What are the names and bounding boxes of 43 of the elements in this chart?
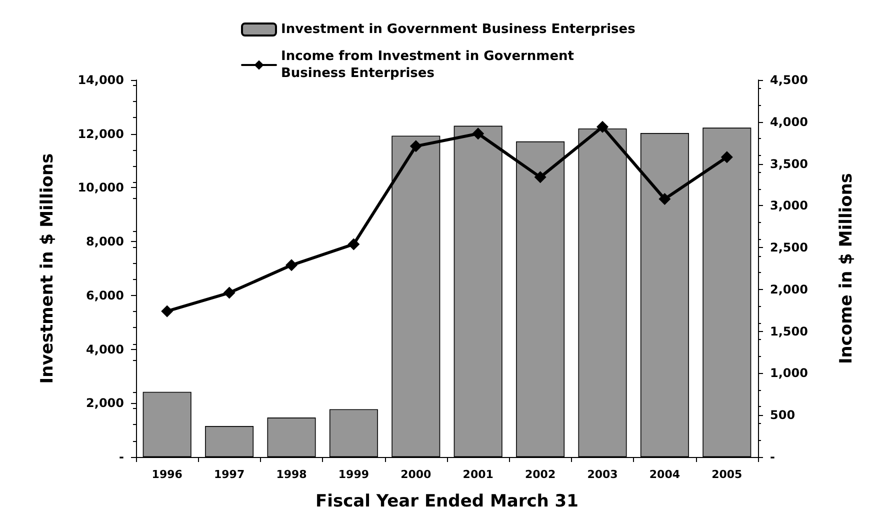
- y2-tick-label: 1,000: [770, 366, 808, 380]
- x-tick-label: 2005: [712, 468, 742, 481]
- y2-tick-label: 3,000: [770, 198, 808, 213]
- x-axis-title: Fiscal Year Ended March 31: [316, 492, 578, 512]
- y-tick-label: 10,000: [78, 180, 124, 195]
- x-tick-label: 2002: [524, 468, 556, 481]
- y2-tick-label: 2,500: [770, 240, 808, 255]
- point: [534, 171, 546, 184]
- y-tick-label: 6,000: [86, 288, 124, 302]
- point: [161, 305, 174, 318]
- y-tick-label: 4,000: [86, 342, 124, 356]
- x-tick-label: 2004: [649, 468, 680, 481]
- x-tick-label: 1998: [276, 468, 307, 481]
- y2-tick-label: 3,500: [770, 156, 808, 171]
- x-tick-label: 1996: [152, 468, 183, 481]
- y2-tick-label: 500: [770, 408, 796, 422]
- y2-axis-title: Income in $ Millions: [836, 172, 856, 364]
- y2-tick-label: 2,000: [770, 282, 808, 296]
- y2-tick-label: 4,500: [770, 73, 808, 87]
- point: [410, 140, 422, 152]
- y-tick-label: -: [119, 450, 124, 464]
- point: [720, 151, 733, 164]
- point: [348, 238, 360, 250]
- y2-tick-label: -: [770, 450, 775, 464]
- point: [658, 192, 671, 205]
- legend-label: Income from Investment in Government Business Enterprises: [281, 49, 579, 81]
- y-axis-title: Investment in $ Millions: [38, 153, 58, 384]
- x-tick-label: 1999: [338, 468, 370, 481]
- x-tick-label: 2003: [587, 468, 618, 481]
- x-tick-label: 2001: [462, 468, 494, 481]
- y-tick-label: 12,000: [78, 126, 124, 141]
- x-tick-label: 1997: [214, 468, 245, 481]
- point: [596, 120, 608, 133]
- legend-label: Investment in Government Business Enterprises: [281, 22, 636, 37]
- y-tick-label: 8,000: [86, 234, 124, 249]
- y-tick-label: 2,000: [86, 396, 124, 410]
- y2-tick-label: 1,500: [770, 324, 808, 338]
- y-tick-label: 14,000: [78, 73, 124, 87]
- point: [472, 128, 484, 140]
- y2-tick-label: 4,000: [770, 114, 808, 129]
- point: [223, 286, 236, 299]
- x-tick-label: 2000: [400, 468, 432, 481]
- point: [286, 259, 298, 272]
